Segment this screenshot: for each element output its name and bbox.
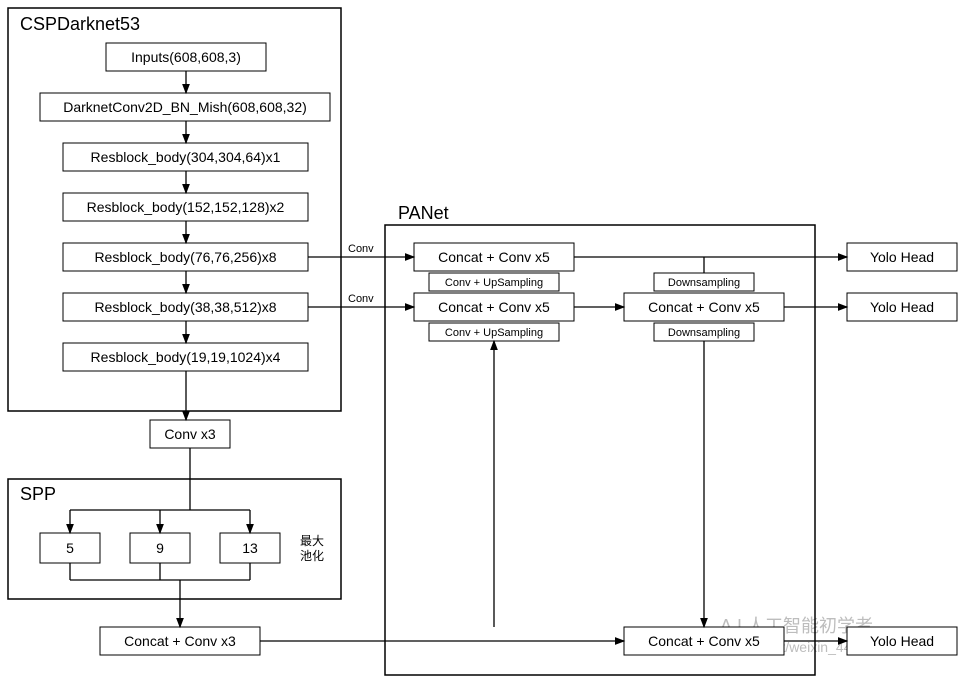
svg-text:Resblock_body(38,38,512)x8: Resblock_body(38,38,512)x8 [94, 299, 276, 315]
spp-note-1: 最大 [300, 534, 324, 548]
svg-text:Conv + UpSampling: Conv + UpSampling [445, 277, 543, 289]
yolo-heads: Yolo Head Yolo Head Yolo Head [847, 243, 957, 655]
concat-conv3: Concat + Conv x3 [100, 627, 260, 655]
svg-text:Resblock_body(76,76,256)x8: Resblock_body(76,76,256)x8 [94, 249, 276, 265]
panet-up2: Conv + UpSampling [429, 323, 559, 341]
p9: 9 [130, 533, 190, 563]
convx3: Conv x3 [150, 420, 230, 448]
inputs: Inputs(608,608,3) [106, 43, 266, 71]
head-h1: Yolo Head [847, 243, 957, 271]
head-h3: Yolo Head [847, 627, 957, 655]
svg-text:Yolo Head: Yolo Head [870, 299, 934, 315]
head-h2: Yolo Head [847, 293, 957, 321]
svg-text:Yolo Head: Yolo Head [870, 633, 934, 649]
panet-c3: Concat + Conv x5 [624, 293, 784, 321]
svg-text:Yolo Head: Yolo Head [870, 249, 934, 265]
rb4: Resblock_body(38,38,512)x8 [63, 293, 308, 321]
panet-down1: Downsampling [654, 273, 754, 291]
spp-blocks: 5 9 13 [40, 533, 280, 563]
rb3: Resblock_body(76,76,256)x8 [63, 243, 308, 271]
spp-title: SPP [20, 484, 56, 504]
svg-text:Conv x3: Conv x3 [164, 426, 216, 442]
svg-text:13: 13 [242, 540, 258, 556]
csp-title: CSPDarknet53 [20, 14, 140, 34]
rb5: Resblock_body(19,19,1024)x4 [63, 343, 308, 371]
spp-note-2: 池化 [300, 549, 324, 563]
svg-text:Resblock_body(304,304,64)x1: Resblock_body(304,304,64)x1 [91, 149, 281, 165]
svg-text:9: 9 [156, 540, 164, 556]
svg-text:Concat + Conv x5: Concat + Conv x5 [648, 299, 760, 315]
panet-c1: Concat + Conv x5 [414, 243, 574, 271]
svg-text:DarknetConv2D_BN_Mish(608,608,: DarknetConv2D_BN_Mish(608,608,32) [63, 99, 307, 115]
svg-text:Inputs(608,608,3): Inputs(608,608,3) [131, 49, 241, 65]
panet-up1: Conv + UpSampling [429, 273, 559, 291]
svg-text:Concat + Conv x5: Concat + Conv x5 [438, 299, 550, 315]
svg-text:Resblock_body(19,19,1024)x4: Resblock_body(19,19,1024)x4 [91, 349, 281, 365]
panet-blocks: Concat + Conv x5 Concat + Conv x5 Concat +… [414, 243, 784, 655]
svg-text:Concat + Conv x5: Concat + Conv x5 [438, 249, 550, 265]
panet-down2: Downsampling [654, 323, 754, 341]
svg-text:Concat + Conv x5: Concat + Conv x5 [648, 633, 760, 649]
panet-c4: Concat + Conv x5 [624, 627, 784, 655]
svg-text:Resblock_body(152,152,128)x2: Resblock_body(152,152,128)x2 [87, 199, 285, 215]
p13: 13 [220, 533, 280, 563]
dkconv: DarknetConv2D_BN_Mish(608,608,32) [40, 93, 330, 121]
svg-text:5: 5 [66, 540, 74, 556]
conv-label-2: Conv [348, 293, 374, 305]
rb1: Resblock_body(304,304,64)x1 [63, 143, 308, 171]
rb2: Resblock_body(152,152,128)x2 [63, 193, 308, 221]
concat-conv3-label: Concat + Conv x3 [124, 633, 236, 649]
svg-text:Conv + UpSampling: Conv + UpSampling [445, 327, 543, 339]
panet-c2: Concat + Conv x5 [414, 293, 574, 321]
csp-blocks: Inputs(608,608,3) DarknetConv2D_BN_Mish(6… [40, 43, 330, 448]
p5: 5 [40, 533, 100, 563]
svg-text:Downsampling: Downsampling [668, 327, 740, 339]
svg-text:Downsampling: Downsampling [668, 277, 740, 289]
panet-title: PANet [398, 203, 449, 223]
conv-label-1: Conv [348, 243, 374, 255]
